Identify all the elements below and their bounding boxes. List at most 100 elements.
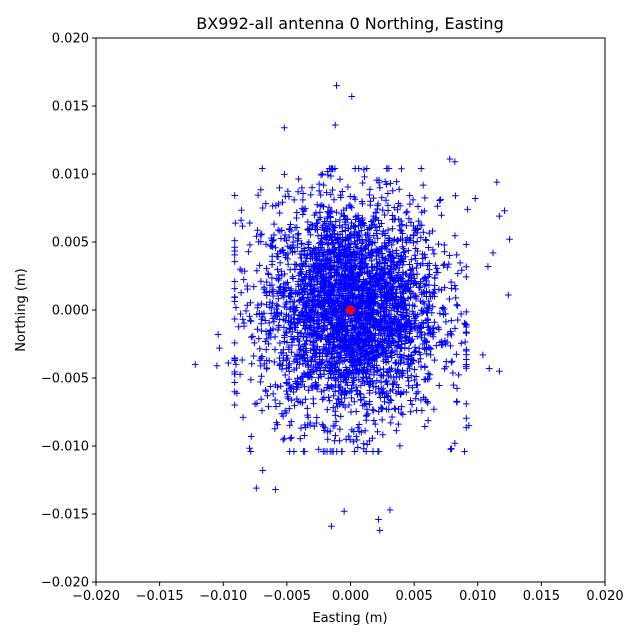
data-point <box>454 316 462 324</box>
data-point <box>447 278 455 286</box>
data-point <box>334 231 342 238</box>
data-point <box>281 124 288 132</box>
data-point <box>311 346 318 354</box>
data-point <box>338 398 346 406</box>
chart-title: BX992-all antenna 0 Northing, Easting <box>196 14 503 33</box>
data-point <box>254 191 262 199</box>
data-point <box>358 221 366 228</box>
data-point <box>345 432 352 440</box>
data-point <box>337 413 345 420</box>
data-point <box>304 405 311 412</box>
data-point <box>278 272 286 280</box>
data-point <box>340 343 347 351</box>
data-point <box>379 335 386 343</box>
data-point <box>341 242 349 250</box>
data-point <box>333 400 340 407</box>
data-point <box>417 165 425 172</box>
data-point <box>296 289 303 297</box>
data-point <box>307 191 315 199</box>
data-point <box>462 356 470 363</box>
data-point <box>441 260 448 268</box>
data-point <box>298 240 305 248</box>
data-point <box>376 341 383 348</box>
data-point <box>299 276 307 284</box>
data-point <box>391 378 399 386</box>
data-point <box>323 277 330 284</box>
data-point <box>456 259 464 267</box>
data-point <box>359 238 366 246</box>
data-point <box>311 247 319 254</box>
data-point <box>358 198 366 205</box>
data-point <box>423 277 430 285</box>
data-point <box>246 312 253 320</box>
data-point <box>375 408 383 415</box>
data-point <box>421 346 428 353</box>
data-point <box>367 293 375 300</box>
data-point <box>374 366 382 374</box>
data-point <box>301 205 309 212</box>
data-point <box>255 335 263 342</box>
data-point <box>299 378 306 385</box>
data-point <box>253 232 260 240</box>
data-point <box>257 277 265 285</box>
data-point <box>289 233 297 241</box>
data-point <box>358 428 365 436</box>
data-point <box>320 367 328 374</box>
data-point <box>400 388 408 396</box>
data-point <box>281 303 288 311</box>
data-point <box>231 258 239 265</box>
data-point <box>310 281 318 289</box>
data-point <box>280 315 287 323</box>
data-point <box>371 420 379 428</box>
data-point <box>345 401 353 409</box>
data-point <box>385 366 393 373</box>
data-point <box>331 121 339 129</box>
data-point <box>438 338 446 345</box>
data-point <box>383 279 391 286</box>
data-point <box>341 391 348 398</box>
data-point <box>375 217 382 224</box>
data-point <box>412 295 420 303</box>
data-point <box>270 318 278 326</box>
data-point <box>384 289 392 297</box>
data-point <box>342 316 349 323</box>
data-point <box>414 388 422 396</box>
data-point <box>412 373 420 380</box>
data-point <box>377 277 385 285</box>
data-point <box>360 367 367 374</box>
data-point <box>288 434 295 441</box>
x-axis-label: Easting (m) <box>312 611 387 626</box>
data-point <box>363 263 371 271</box>
data-point <box>369 306 376 314</box>
data-point <box>382 378 390 386</box>
data-point <box>309 304 317 312</box>
data-point <box>340 206 348 214</box>
data-point <box>425 322 432 330</box>
data-point <box>506 235 513 243</box>
data-point <box>411 302 418 310</box>
y-tick-label: −0.015 <box>41 508 89 523</box>
data-point <box>357 336 365 343</box>
data-point <box>315 288 322 295</box>
data-point <box>335 354 343 361</box>
data-point <box>362 348 370 355</box>
data-point <box>348 219 355 227</box>
data-point <box>293 209 301 216</box>
data-point <box>363 242 371 249</box>
data-point <box>479 351 487 359</box>
x-tick-label: 0.020 <box>586 589 623 604</box>
data-point <box>430 325 437 332</box>
data-point <box>231 370 239 378</box>
data-point <box>304 411 311 419</box>
data-point <box>462 400 470 408</box>
data-point <box>358 217 366 224</box>
data-point <box>247 317 255 325</box>
data-point <box>250 352 257 360</box>
data-point <box>284 391 291 398</box>
data-point <box>395 420 402 428</box>
data-point <box>238 356 246 364</box>
data-point <box>307 231 314 239</box>
data-point <box>267 383 274 390</box>
data-point <box>382 282 390 290</box>
